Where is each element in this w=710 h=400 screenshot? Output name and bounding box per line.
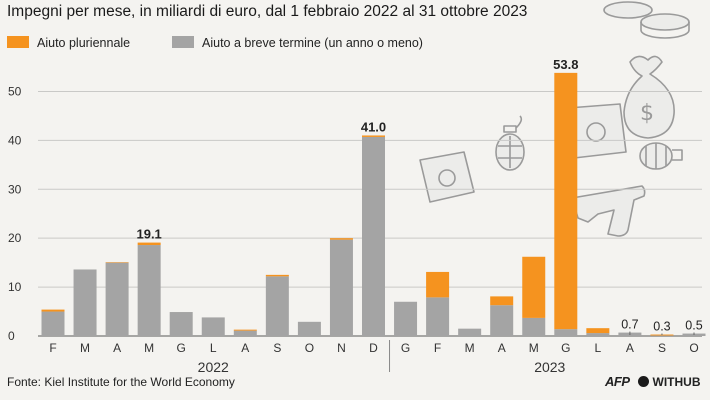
x-tick-label: F: [434, 341, 441, 355]
x-tick-label: F: [49, 341, 56, 355]
x-tick-label: A: [241, 341, 249, 355]
x-tick-label: M: [529, 341, 539, 355]
x-tick-label: O: [305, 341, 314, 355]
bar-multiyear: [137, 242, 161, 246]
bar-short-term: [265, 276, 289, 336]
data-label: 0.5: [685, 319, 702, 333]
data-label: 53.8: [553, 57, 578, 72]
bar-multiyear: [265, 274, 289, 277]
money-bag-icon: $: [623, 55, 675, 139]
bar-short-term: [169, 312, 193, 336]
bar-multiyear: [426, 271, 450, 298]
bar-short-term: [522, 317, 546, 336]
afp-logo: AFP: [605, 374, 630, 389]
pistol-icon: [571, 185, 646, 237]
x-tick-label: A: [626, 341, 634, 355]
x-tick-label: G: [401, 341, 410, 355]
data-label: 0.7: [621, 318, 638, 332]
x-tick-label: L: [595, 341, 602, 355]
bar-multiyear: [490, 296, 514, 306]
year-labels: 2022 2023: [198, 340, 566, 375]
y-tick-label: 40: [8, 133, 22, 147]
y-tick-label: 30: [8, 182, 22, 196]
data-label: 41.0: [361, 119, 386, 134]
bar-short-term: [41, 311, 65, 336]
data-label: 0.3: [653, 320, 670, 334]
credits: AFP WITHUB: [605, 374, 701, 389]
bar-short-term: [426, 297, 450, 336]
x-tick-label: A: [498, 341, 506, 355]
legend-label-multiyear: Aiuto pluriennale: [37, 36, 131, 50]
bar-short-term: [586, 333, 610, 336]
withub-logo-icon: [637, 376, 649, 387]
x-tick-label: G: [177, 341, 186, 355]
data-labels: 19.1 41.0 53.8 0.7 0.3 0.5: [136, 57, 703, 335]
x-tick-label: M: [144, 341, 154, 355]
withub-label: WITHUB: [652, 374, 701, 389]
bar-short-term: [458, 328, 482, 336]
svg-text:$: $: [640, 101, 654, 126]
y-tick-label: 10: [8, 280, 22, 294]
x-tick-label: A: [113, 341, 121, 355]
x-tick-label: N: [337, 341, 346, 355]
x-tick-label: M: [465, 341, 475, 355]
bar-multiyear: [329, 238, 353, 240]
y-tick-label: 0: [8, 329, 15, 343]
legend-item-multiyear: Aiuto pluriennale: [7, 36, 130, 50]
source-note: Fonte: Kiel Institute for the World Econ…: [7, 375, 235, 389]
bar-short-term: [137, 245, 161, 336]
bar-short-term: [329, 239, 353, 336]
banknote-icon: [419, 151, 475, 203]
bar-short-term: [105, 262, 129, 336]
x-tick-label: G: [561, 341, 570, 355]
x-tick-label: O: [689, 341, 698, 355]
bar-short-term: [297, 321, 321, 336]
year-label: 2022: [198, 359, 229, 375]
grenade-icon: [495, 115, 525, 171]
chart-title: Impegni per mese, in miliardi di euro, d…: [7, 3, 528, 20]
bar-multiyear: [650, 334, 674, 336]
data-label: 19.1: [136, 227, 161, 242]
legend-swatch-multiyear: [7, 36, 29, 48]
coins-icon: [603, 1, 690, 39]
y-tick-label: 50: [8, 84, 22, 98]
x-tick-label: S: [658, 341, 666, 355]
x-tick-label: L: [210, 341, 217, 355]
x-tick-label: S: [273, 341, 281, 355]
bar-multiyear: [41, 309, 65, 312]
y-axis: 0 10 20 30 40 50: [8, 84, 22, 343]
bar-short-term: [201, 317, 225, 336]
legend-label-short-term: Aiuto a breve termine (un anno o meno): [202, 36, 423, 50]
x-tick-label: D: [369, 341, 378, 355]
bar-short-term: [554, 329, 578, 336]
bar-short-term: [394, 301, 418, 336]
bar-multiyear: [586, 328, 610, 334]
x-tick-label: M: [80, 341, 90, 355]
bar-short-term: [233, 330, 257, 336]
grenade-icon: [639, 142, 683, 170]
bar-multiyear: [362, 135, 385, 137]
bar-short-term: [362, 136, 385, 336]
bar-multiyear: [554, 72, 578, 330]
bars: [41, 72, 706, 336]
bar-multiyear: [522, 256, 546, 318]
bar-short-term: [73, 269, 97, 336]
y-tick-label: 20: [8, 231, 22, 245]
legend-swatch-short-term: [172, 36, 194, 48]
legend-item-short-term: Aiuto a breve termine (un anno o meno): [172, 36, 423, 50]
bar-short-term: [490, 305, 514, 336]
bar-multiyear: [233, 329, 257, 331]
year-label: 2023: [534, 359, 565, 375]
